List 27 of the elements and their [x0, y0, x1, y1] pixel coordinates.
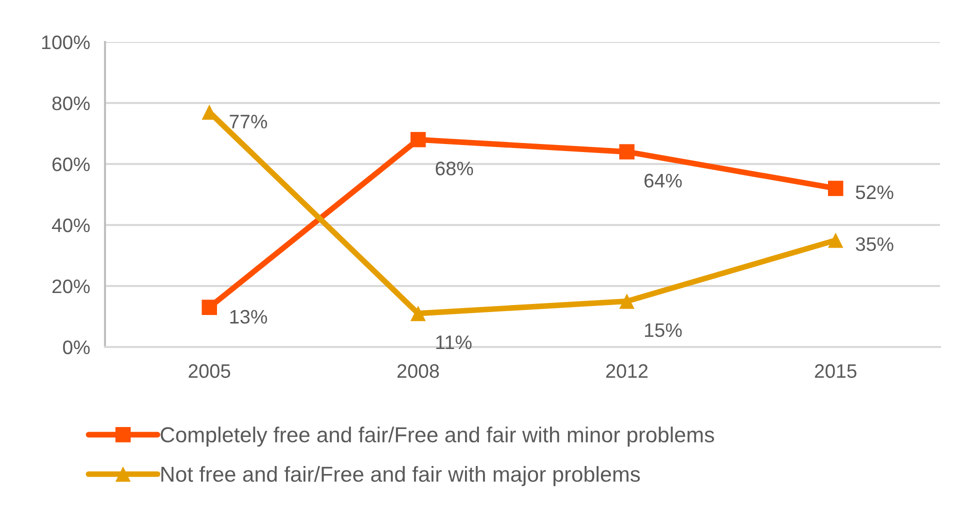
x-tick-label: 2008: [397, 364, 439, 378]
data-label: 13%: [230, 310, 268, 324]
point: [619, 144, 635, 160]
point: [828, 180, 844, 196]
x-tick-label: 2005: [188, 364, 230, 378]
legend-label: Completely free and fair/Free and fair with minor problems: [160, 426, 714, 447]
data-label: 64%: [644, 174, 682, 188]
legend-label: Not free and fair/Free and fair with major problems: [161, 466, 640, 486]
point: [410, 306, 426, 322]
point: [410, 132, 426, 148]
y-tick-label: 20%: [52, 279, 90, 294]
x-tick-label: 2012: [606, 364, 648, 378]
data-label: 35%: [856, 237, 894, 252]
y-tick-label: 60%: [52, 157, 90, 172]
data-label: 15%: [645, 323, 682, 338]
y-tick-label: 0%: [63, 340, 90, 354]
point: [202, 300, 218, 315]
data-label: 52%: [856, 185, 894, 200]
data-label: 11%: [436, 336, 472, 350]
data-label: 77%: [230, 114, 268, 128]
point: [828, 232, 844, 248]
x-tick-label: 2015: [814, 364, 856, 378]
point: [619, 294, 635, 309]
y-tick-label: 100%: [42, 35, 90, 50]
y-tick-label: 80%: [52, 96, 90, 110]
data-label: 68%: [436, 162, 474, 176]
y-tick-label: 40%: [52, 218, 90, 232]
